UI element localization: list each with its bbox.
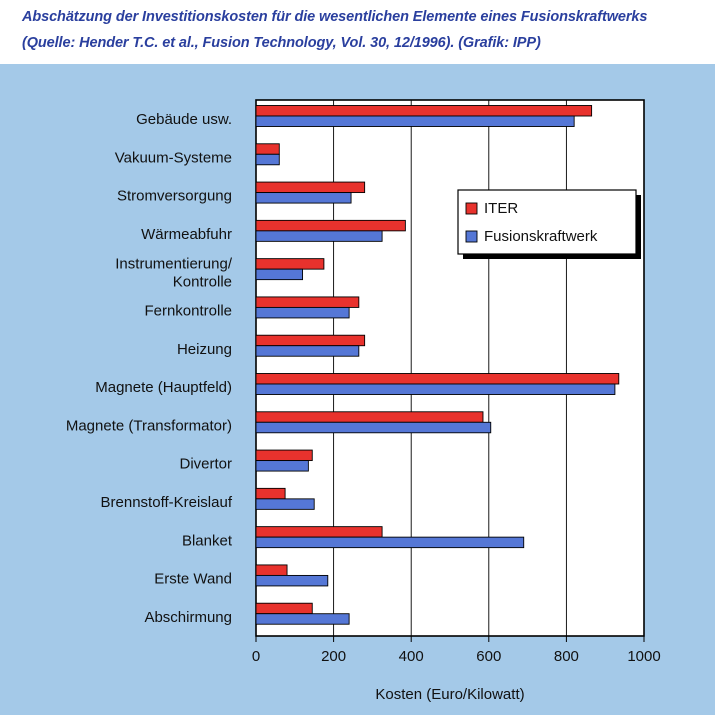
category-label: Heizung — [177, 341, 232, 358]
bar-iter — [255, 526, 383, 538]
category-label: Fernkontrolle — [144, 303, 232, 320]
category-label: Brennstoff-Kreislauf — [101, 494, 233, 511]
category-label: Vakuum-Systeme — [115, 149, 232, 166]
x-tick-label: 1000 — [627, 648, 660, 665]
x-tick-label: 600 — [476, 648, 501, 665]
bar-fusionskraftwerk — [255, 574, 329, 587]
bar-fusionskraftwerk — [255, 230, 383, 242]
x-axis-label: Kosten (Euro/Kilowatt) — [375, 686, 524, 703]
bar-iter — [255, 564, 288, 576]
bar-fusionskraftwerk — [255, 115, 575, 127]
bar-fusionskraftwerk — [255, 421, 492, 434]
bar-iter — [255, 258, 325, 270]
legend-label: Fusionskraftwerk — [484, 228, 598, 245]
bar-fusionskraftwerk — [255, 306, 350, 319]
bar-iter — [255, 296, 360, 308]
x-tick-label: 800 — [554, 648, 579, 665]
bar-fusionskraftwerk — [255, 192, 352, 204]
bar-iter — [255, 181, 366, 194]
category-label: Magnete (Transformator) — [66, 417, 232, 434]
bar-fusionskraftwerk — [255, 268, 304, 281]
caption-title: Abschätzung der Investitionskosten für d… — [22, 9, 648, 25]
category-label: Gebäude usw. — [136, 111, 232, 128]
bar-iter — [255, 334, 366, 347]
x-tick-label: 400 — [399, 648, 424, 665]
bar-fusionskraftwerk — [255, 498, 315, 510]
bar-iter — [255, 373, 620, 385]
bar-iter — [255, 105, 593, 117]
bar-chart: 0 200 400 600 800 1000 Gebäude usw. Vakuum-Syst… — [66, 99, 661, 703]
category-label: Instrumentierung/ — [115, 255, 233, 272]
bar-iter — [255, 602, 313, 615]
category-label: Abschirmung — [144, 609, 232, 626]
bar-fusionskraftwerk — [255, 460, 309, 472]
bar-iter — [255, 449, 313, 462]
figure-caption: Abschätzung der Investitionskosten für d… — [0, 0, 715, 64]
category-label: Stromversorgung — [117, 188, 232, 205]
x-tick-label: 0 — [252, 648, 260, 665]
legend-box — [457, 189, 637, 255]
category-label: Kontrolle — [173, 273, 232, 290]
category-label: Magnete (Hauptfeld) — [95, 379, 232, 396]
chart-panel: 0 200 400 600 800 1000 Gebäude usw. Vakuum-Syst… — [0, 64, 715, 715]
category-label: Blanket — [182, 532, 233, 549]
category-label: Erste Wand — [154, 571, 232, 588]
bar-iter — [255, 487, 286, 500]
plot-area — [255, 99, 645, 637]
category-label: Divertor — [179, 456, 232, 473]
bar-fusionskraftwerk — [255, 383, 616, 395]
bar-iter — [255, 219, 406, 232]
bar-iter — [255, 143, 280, 155]
legend-swatch — [465, 230, 478, 243]
x-tick-label: 200 — [321, 648, 346, 665]
bar-fusionskraftwerk — [255, 613, 350, 625]
bar-iter — [255, 411, 484, 423]
category-label: Wärmeabfuhr — [141, 226, 232, 243]
bar-fusionskraftwerk — [255, 536, 525, 549]
legend-swatch — [465, 202, 478, 215]
caption-source: (Quelle: Hender T.C. et al., Fusion Tech… — [22, 35, 541, 51]
legend-label: ITER — [484, 200, 518, 217]
bar-fusionskraftwerk — [255, 153, 280, 166]
bar-fusionskraftwerk — [255, 345, 360, 357]
